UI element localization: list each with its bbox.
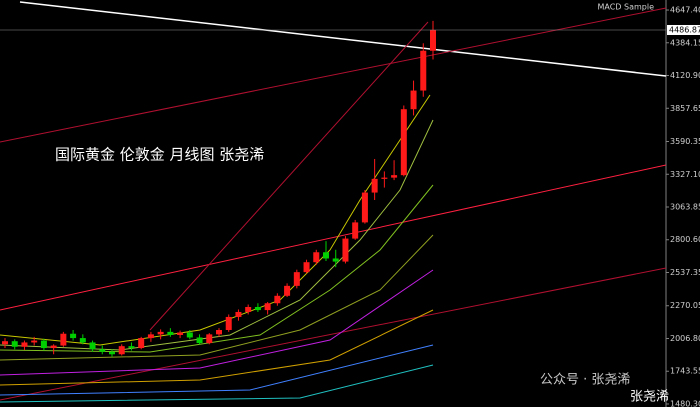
overlays	[0, 1, 667, 403]
y-tick-label: 3327.10	[670, 170, 700, 179]
y-tick-label: 2270.05	[670, 301, 700, 310]
moving-average	[0, 234, 434, 361]
candle-body	[70, 333, 77, 339]
candle-body	[264, 303, 271, 311]
moving-average	[0, 364, 434, 403]
channel-line	[0, 267, 667, 401]
channel-line	[0, 7, 667, 143]
y-tick-label: 2006.80	[670, 334, 700, 343]
y-tick-label: 4384.15	[670, 38, 700, 47]
chart-title: 国际黄金 伦敦金 月线图 张尧浠	[55, 146, 264, 164]
moving-average	[0, 309, 434, 386]
candle-body	[206, 334, 213, 344]
candle-body	[284, 285, 291, 296]
candle-body	[79, 338, 86, 343]
candle-body	[410, 90, 417, 110]
y-tick-label: 3063.85	[670, 203, 700, 212]
channel-line	[0, 164, 667, 311]
candle-body	[420, 50, 427, 91]
candle-body	[11, 341, 18, 347]
candle-body	[245, 306, 252, 312]
candle-body	[254, 306, 261, 311]
candle-body	[31, 340, 38, 343]
candle-body	[60, 333, 67, 346]
trend-line	[19, 1, 667, 77]
candle-body	[118, 346, 125, 355]
candle-body	[274, 295, 281, 304]
candle-body	[225, 316, 232, 331]
candle-body	[99, 349, 106, 352]
watermark-name: 张尧浠	[630, 390, 669, 405]
y-tick-label: 1743.55	[670, 367, 700, 376]
candle-body	[147, 334, 154, 339]
candle-body	[109, 351, 115, 355]
candle-body	[342, 238, 349, 262]
candle-body	[157, 331, 164, 335]
y-tick-label: 3590.35	[670, 137, 700, 146]
candle-body	[313, 252, 320, 263]
candle-body	[89, 342, 96, 350]
y-tick-label: 2800.60	[670, 235, 700, 244]
candle-body	[303, 262, 310, 273]
candle-body	[352, 222, 359, 239]
current-price-label: 4486.87	[669, 25, 700, 34]
candle-body	[138, 338, 145, 349]
y-tick-label: 2537.35	[670, 268, 700, 277]
y-tick-label: 4647.40	[670, 6, 700, 15]
moving-average	[0, 184, 434, 353]
candle-body	[361, 192, 368, 223]
candle-body	[196, 337, 203, 344]
candle-body	[381, 177, 388, 179]
y-tick-label: 1480.30	[670, 399, 700, 407]
candle-body	[128, 346, 135, 349]
watermark: 公众号 · 张尧浠	[540, 373, 630, 388]
moving-average	[0, 94, 431, 346]
moving-average	[0, 269, 434, 376]
candle-body	[216, 330, 222, 335]
candle-body	[186, 332, 193, 338]
candle-body	[430, 29, 436, 51]
candle-body	[50, 345, 57, 349]
candle-body	[400, 109, 407, 176]
candle-body	[167, 331, 174, 335]
y-tick-label: 4120.90	[670, 71, 700, 80]
fan-line	[149, 21, 429, 331]
candle-body	[332, 258, 339, 262]
y-tick-label: 3857.65	[670, 104, 700, 113]
candle-body	[371, 178, 378, 193]
candle-body	[177, 332, 184, 335]
candle-body	[391, 175, 398, 178]
candle-body	[40, 340, 47, 349]
candle-body	[2, 341, 8, 345]
candle-body	[235, 311, 242, 317]
indicator-label: MACD Sample	[597, 3, 654, 12]
current-price-box	[667, 24, 700, 35]
moving-average	[0, 344, 434, 396]
candle-body	[323, 252, 329, 259]
candle-body	[21, 342, 28, 347]
candle-body	[293, 272, 300, 286]
